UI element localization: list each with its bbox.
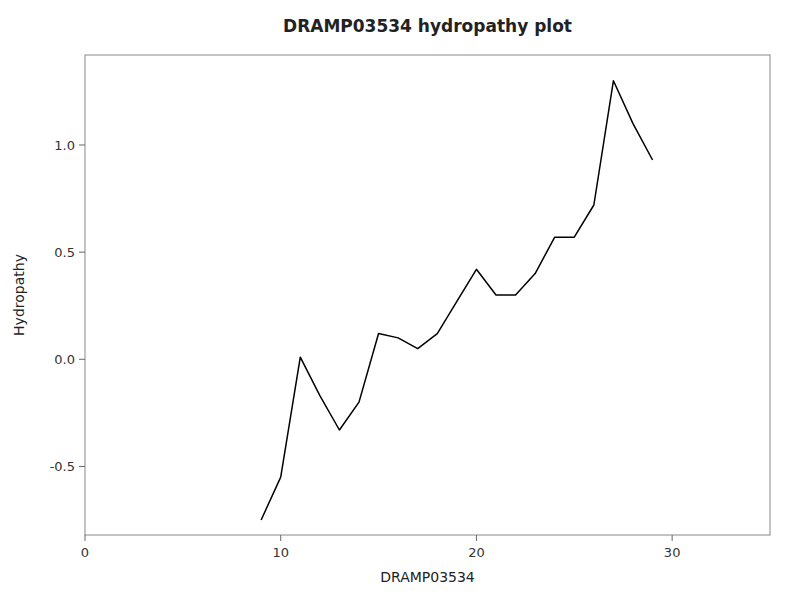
y-tick xyxy=(79,252,85,253)
x-tick-label: 20 xyxy=(468,545,485,560)
y-axis: -0.5 0.0 0.5 1.0 xyxy=(50,138,85,474)
chart-container: 0 10 20 30 -0.5 0.0 0.5 1.0 DRAMP03534 hydropath… xyxy=(0,0,800,600)
x-tick-label: 10 xyxy=(272,545,289,560)
y-axis-label: Hydropathy xyxy=(11,254,27,336)
y-tick-label: 0.0 xyxy=(54,352,75,367)
chart: 0 10 20 30 -0.5 0.0 0.5 1.0 DRAMP03534 hydropath… xyxy=(0,0,800,600)
x-tick xyxy=(476,535,477,541)
x-axis-label: DRAMP03534 xyxy=(380,569,475,585)
y-tick xyxy=(79,466,85,467)
data-line xyxy=(261,81,652,520)
x-tick-label: 0 xyxy=(81,545,89,560)
y-tick-label: 0.5 xyxy=(54,245,75,260)
title: DRAMP03534 hydropathy plot xyxy=(283,16,572,36)
plot-frame xyxy=(85,55,770,535)
y-tick-label: 1.0 xyxy=(54,138,75,153)
plot-area xyxy=(261,81,652,520)
page: {"chart_data": {"type": "line", "title":… xyxy=(0,0,800,600)
x-tick xyxy=(85,535,86,541)
x-tick xyxy=(280,535,281,541)
y-tick xyxy=(79,359,85,360)
y-tick xyxy=(79,145,85,146)
x-tick xyxy=(672,535,673,541)
x-tick-label: 30 xyxy=(664,545,681,560)
y-tick-label: -0.5 xyxy=(50,459,75,474)
x-axis: 0 10 20 30 xyxy=(81,535,681,560)
